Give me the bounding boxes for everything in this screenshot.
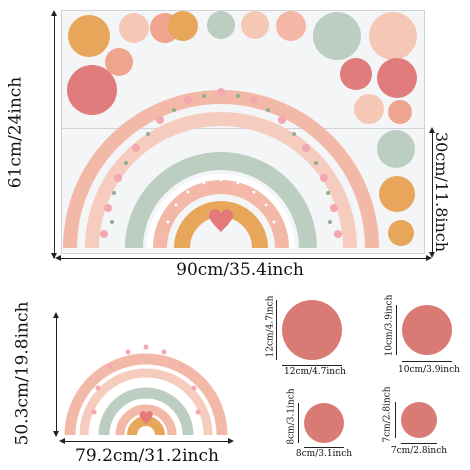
circle-10cm-height-label: 10cm/3.9inch xyxy=(384,294,395,357)
circle-10cm xyxy=(402,305,452,355)
dot-mustard-4 xyxy=(388,220,414,246)
dot-peach-4 xyxy=(354,94,384,124)
circle-12cm-width-label: 12cm/4.7inch xyxy=(284,367,346,377)
dot-mustard-3 xyxy=(379,176,415,212)
small-rainbow-width-label: 79.2cm/31.2inch xyxy=(75,446,219,466)
dot-peach-1 xyxy=(119,13,149,43)
sheet-cut-line xyxy=(61,128,425,129)
height-ruler-line xyxy=(54,12,55,258)
height-ruler-arrow-bottom xyxy=(51,253,57,259)
main-width-label: 90cm/35.4inch xyxy=(176,260,304,280)
dot-sage-1 xyxy=(207,11,235,39)
width-ruler-arrow-left xyxy=(55,255,61,261)
small-width-ruler-line xyxy=(62,441,230,442)
small-width-arrow-right xyxy=(228,438,234,444)
circle-7cm xyxy=(401,402,437,438)
circle-7cm-horizontal-ruler xyxy=(401,443,437,444)
dot-rose-1 xyxy=(67,65,117,115)
width-ruler-line xyxy=(58,258,428,259)
circle-12cm-vertical-ruler xyxy=(276,300,277,360)
small-height-ruler-line xyxy=(56,314,57,436)
circle-10cm-vertical-ruler xyxy=(396,305,397,355)
lower-height-arrow-top xyxy=(429,127,435,133)
lower-height-arrow-bottom xyxy=(429,252,435,258)
circle-7cm-width-label: 7cm/2.8inch xyxy=(390,446,448,456)
dot-peach-2 xyxy=(241,11,269,39)
circle-12cm-horizontal-ruler xyxy=(282,365,342,366)
circle-12cm-height-label: 12cm/4.7inch xyxy=(265,295,276,358)
height-ruler-arrow-top xyxy=(51,10,57,16)
dot-coral-3 xyxy=(388,100,412,124)
dot-blush-1 xyxy=(276,11,306,41)
small-height-arrow-bottom xyxy=(53,431,59,437)
dot-rose-2 xyxy=(340,58,372,90)
circle-8cm-horizontal-ruler xyxy=(304,447,344,448)
circle-8cm xyxy=(304,403,344,443)
dot-rose-3 xyxy=(377,58,417,98)
circle-8cm-height-label: 8cm/3.1inch xyxy=(286,388,297,445)
circle-12cm xyxy=(282,300,342,360)
small-rainbow-height-label: 50.3cm/19.8inch xyxy=(12,301,33,446)
circle-10cm-width-label: 10cm/3.9inch xyxy=(398,365,460,375)
circle-7cm-height-label: 7cm/2.8inch xyxy=(382,386,393,443)
lower-height-ruler-line xyxy=(432,130,433,256)
circle-7cm-vertical-ruler xyxy=(395,402,396,438)
small-width-arrow-left xyxy=(59,438,65,444)
small-height-arrow-top xyxy=(53,312,59,318)
circle-8cm-width-label: 8cm/3.1inch xyxy=(295,449,353,459)
circle-8cm-vertical-ruler xyxy=(298,403,299,443)
dot-mustard-2 xyxy=(168,11,198,41)
width-ruler-arrow-right xyxy=(426,255,432,261)
dot-peach-3 xyxy=(369,12,417,60)
dot-sage-2 xyxy=(313,12,361,60)
dot-mustard-1 xyxy=(68,15,110,57)
circle-10cm-horizontal-ruler xyxy=(402,361,452,362)
dot-sage-3 xyxy=(377,130,415,168)
